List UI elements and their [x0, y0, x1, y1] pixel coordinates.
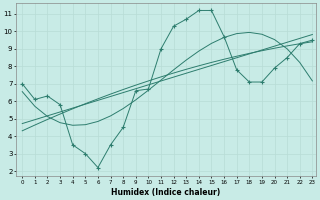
X-axis label: Humidex (Indice chaleur): Humidex (Indice chaleur) [111, 188, 221, 197]
